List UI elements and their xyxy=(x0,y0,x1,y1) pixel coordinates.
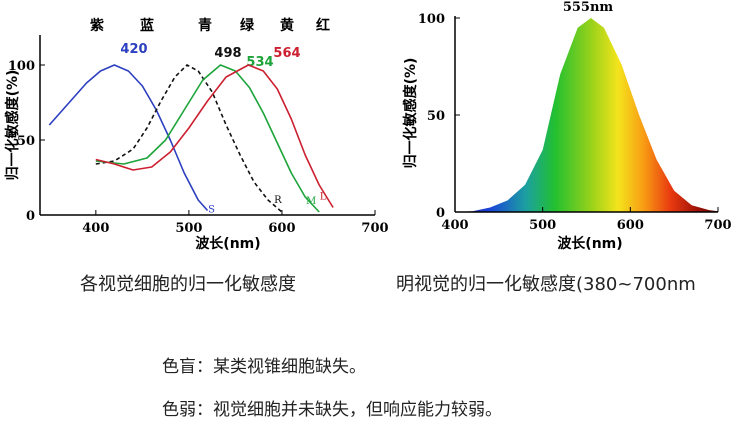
right-y-tick-label: 50 xyxy=(427,109,445,124)
color-blindness-note: 色盲：某类视锥细胞缺失。 xyxy=(162,357,366,377)
right-x-tick-label: 600 xyxy=(617,218,644,233)
color-name-label: 青 xyxy=(198,17,212,34)
color-name-label: 红 xyxy=(316,17,330,34)
curve-end-label: S xyxy=(208,205,215,216)
curve-end-label: L xyxy=(320,192,327,203)
right-y-tick-label: 0 xyxy=(436,206,445,221)
color-name-label: 紫 xyxy=(90,17,104,34)
right-chart-caption: 明视觉的归一化敏感度(380~700nm xyxy=(396,274,696,295)
right-x-tick-label: 700 xyxy=(704,218,731,233)
peak-label: 534 xyxy=(246,55,273,70)
left-y-axis-label: 归一化敏感度(%) xyxy=(4,70,21,181)
left-x-tick-label: 500 xyxy=(175,221,202,236)
left-chart-caption: 各视觉细胞的归一化敏感度 xyxy=(80,274,296,295)
curve-m xyxy=(95,64,320,213)
right-x-tick-label: 500 xyxy=(529,218,556,233)
peak-label-555: 555nm xyxy=(563,0,614,15)
peak-label: 564 xyxy=(273,46,300,61)
left-y-tick-label: 0 xyxy=(26,209,35,224)
left-x-tick-label: 600 xyxy=(268,221,295,236)
color-name-label: 蓝 xyxy=(140,17,154,34)
curve-end-label: M xyxy=(306,196,316,207)
right-x-axis-label: 波长(nm) xyxy=(557,235,622,252)
peak-label: 498 xyxy=(214,46,241,61)
photopic-sensitivity-area xyxy=(455,18,718,212)
left-x-tick-label: 700 xyxy=(361,221,388,236)
color-weakness-note: 色弱：视觉细胞并未缺失，但响应能力较弱。 xyxy=(162,400,502,420)
curve-end-label: R xyxy=(274,195,282,206)
left-x-axis-label: 波长(nm) xyxy=(195,235,260,252)
left-y-tick-label: 50 xyxy=(17,134,35,149)
curve-l xyxy=(95,64,334,208)
curve-r xyxy=(95,64,283,213)
color-name-label: 黄 xyxy=(280,17,294,34)
left-y-tick-label: 100 xyxy=(8,59,35,74)
right-y-tick-label: 100 xyxy=(418,12,445,27)
right-y-axis-label: 归一化敏感度(%) xyxy=(402,58,419,169)
right-x-tick-label: 400 xyxy=(441,218,468,233)
left-x-tick-label: 400 xyxy=(82,221,109,236)
color-name-label: 绿 xyxy=(240,17,255,34)
curve-s xyxy=(48,64,209,212)
peak-label: 420 xyxy=(120,42,147,57)
